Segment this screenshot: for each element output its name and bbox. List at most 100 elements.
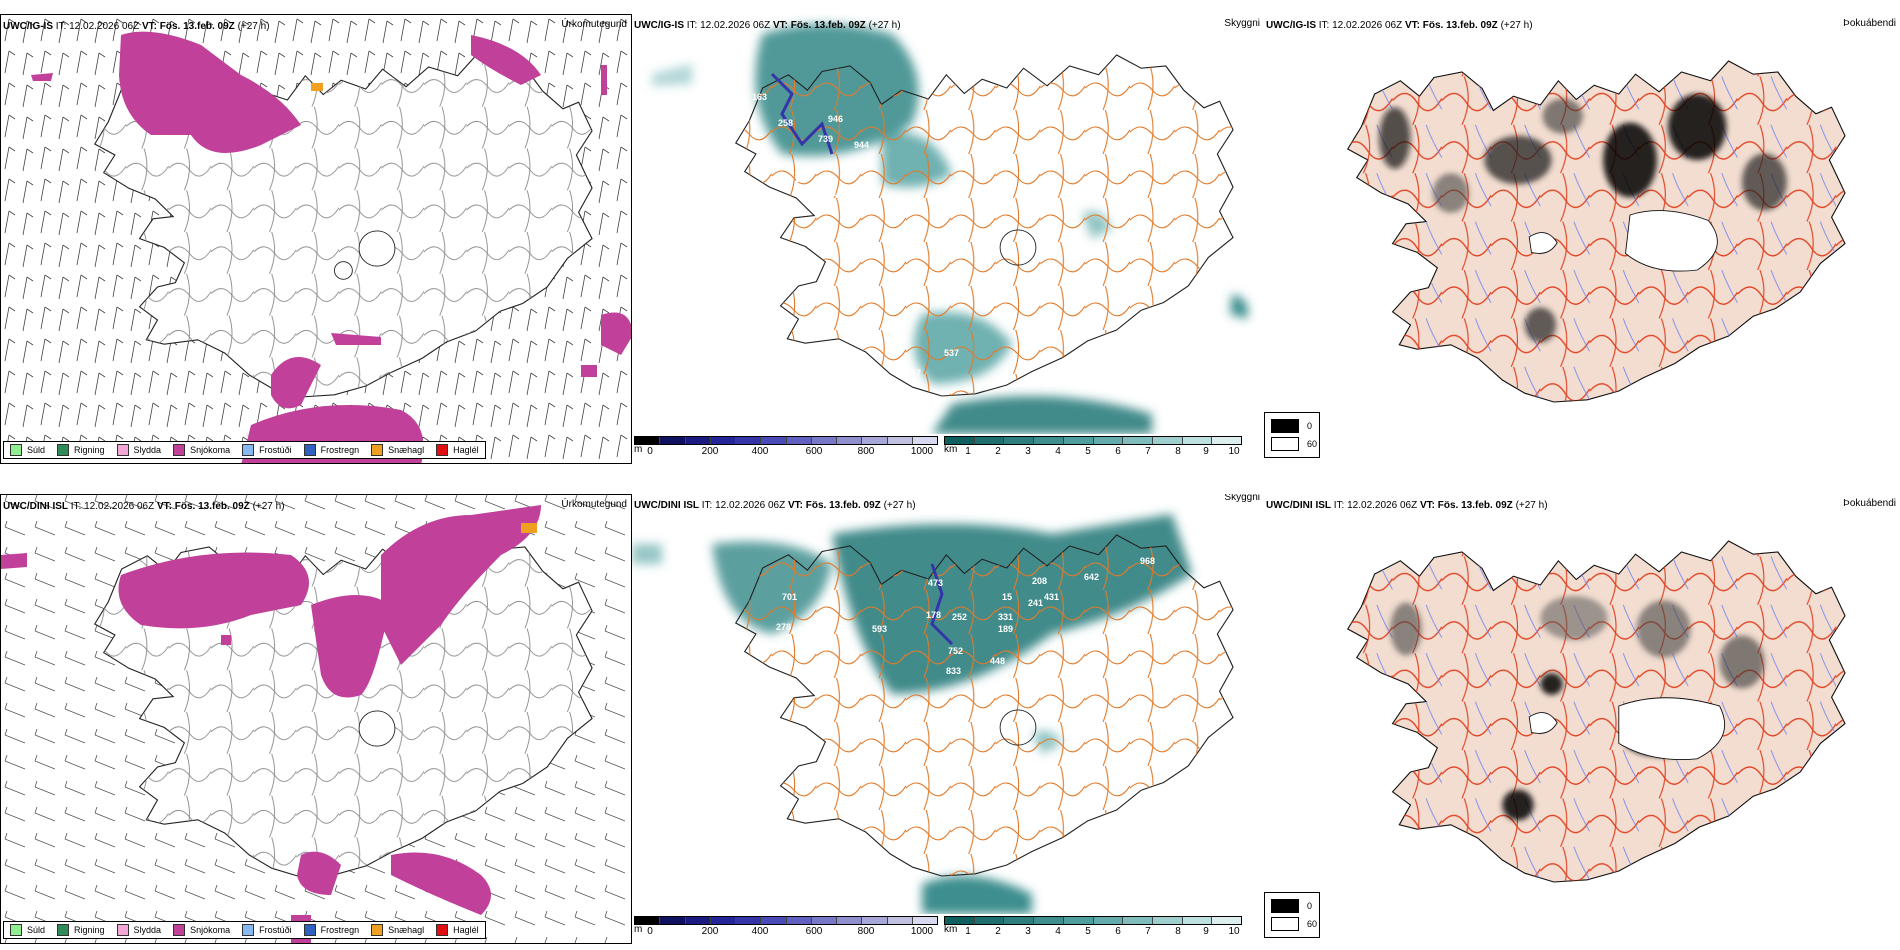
legend-swatch <box>436 444 449 456</box>
legend-swatch <box>371 444 384 456</box>
legend-swatch <box>116 924 129 936</box>
height-tick: 800 <box>857 446 875 457</box>
vis-label: 703 <box>802 640 817 650</box>
fog-legend-swatch <box>1271 437 1299 451</box>
visibility-title-bottom: UWC/DINI ISL IT: 12.02.2026 06Z VT: Fös.… <box>634 500 916 511</box>
precip-panel-name-bottom: Úrkomutegund <box>561 499 627 510</box>
legend-item-slydda: Slydda <box>116 444 161 456</box>
height-scale-bottom: m 0 200 400 600 800 1000 <box>634 916 940 942</box>
visibility-panel-bottom: 701 278 765 703 593 473 178 252 752 833 … <box>632 494 1264 944</box>
legend-swatch <box>57 924 70 936</box>
legend-swatch <box>303 444 316 456</box>
legend-item-frostudi: Frostúði <box>242 444 292 456</box>
vis-tick: 8 <box>1175 446 1181 457</box>
height-unit: m <box>634 444 643 455</box>
height-colorbar <box>634 916 938 925</box>
fog-panel-name-bottom: Þokuábendi <box>1843 498 1896 509</box>
visibility-unit: km <box>944 444 958 455</box>
vis-label: 190 <box>1138 36 1153 46</box>
vis-tick: 5 <box>1085 926 1091 937</box>
vis-label: 765 <box>798 626 813 636</box>
vis-tick: 1 <box>965 446 971 457</box>
vis-label: 593 <box>872 624 887 634</box>
vis-tick: 3 <box>1025 926 1031 937</box>
visibility-scale-bottom: km 1 2 3 4 5 6 7 8 9 10 <box>944 916 1244 942</box>
vis-label: 701 <box>782 592 797 602</box>
fog-legend-swatch <box>1271 419 1299 433</box>
precip-panel-top: UWC/IG-IS IT: 12.02.2026 06Z VT: Fös. 13… <box>0 14 632 464</box>
visibility-labels-bottom: 701 278 765 703 593 473 178 252 752 833 … <box>716 556 1155 676</box>
fog-legend-bottom: 0 60 <box>1264 892 1320 938</box>
legend-item-snaehagl: Snæhagl <box>371 444 424 456</box>
legend-item-frostudi: Frostúði <box>242 924 292 936</box>
vis-label: 178 <box>926 610 941 620</box>
vis-label: 15 <box>1002 592 1012 602</box>
precip-title-bottom: UWC/DINI ISL IT: 12.02.2026 06Z VT: Fös.… <box>3 501 285 512</box>
fog-panel-name-top: Þokuábendi <box>1843 18 1896 29</box>
vis-label: 187 <box>832 188 847 198</box>
legend-swatch <box>242 924 255 936</box>
vis-label: 189 <box>998 624 1013 634</box>
vis-tick: 8 <box>1175 926 1181 937</box>
legend-swatch <box>303 924 316 936</box>
height-tick: 800 <box>857 926 875 937</box>
visibility-panel-name-top: Skyggni <box>1224 18 1260 29</box>
vis-label: 163 <box>752 92 767 102</box>
vis-tick: 5 <box>1085 446 1091 457</box>
height-tick: 400 <box>751 446 769 457</box>
legend-item-frostregn: Frostregn <box>303 924 359 936</box>
legend-item-haglel: Haglél <box>436 924 479 936</box>
visibility-scale-top: km 1 2 3 4 5 6 7 8 9 10 <box>944 436 1244 462</box>
fog-legend-top: 0 60 <box>1264 412 1320 458</box>
visibility-panel-top: 278 163 258 946 739 944 147 187 537 257 … <box>632 14 1264 464</box>
height-tick: 0 <box>647 926 653 937</box>
height-scale-top: m 0 200 400 600 800 1000 <box>634 436 940 462</box>
vis-tick: 6 <box>1115 446 1121 457</box>
visibility-panel-name-bottom: Skyggni <box>1224 494 1260 503</box>
vis-label: 208 <box>1032 576 1047 586</box>
height-tick: 1000 <box>910 926 934 937</box>
vis-tick: 4 <box>1055 926 1061 937</box>
vis-label: 752 <box>948 646 963 656</box>
vis-tick: 2 <box>995 926 1001 937</box>
legend-item-snjokoma: Snjókoma <box>173 444 230 456</box>
legend-item-slydda: Slydda <box>116 924 161 936</box>
vis-tick: 6 <box>1115 926 1121 937</box>
legend-item-frostregn: Frostregn <box>303 444 359 456</box>
vis-label: 739 <box>818 134 833 144</box>
vis-label: 833 <box>946 666 961 676</box>
legend-item-sudd: Súld <box>10 924 45 936</box>
visibility-labels-top: 278 163 258 946 739 944 147 187 537 257 … <box>730 36 1153 378</box>
vis-tick: 7 <box>1145 926 1151 937</box>
fog-legend-swatch <box>1271 917 1299 931</box>
vis-label: 431 <box>1044 592 1059 602</box>
vis-tick: 10 <box>1228 926 1240 937</box>
fog-map-bottom <box>1347 540 1846 883</box>
vis-label: 147 <box>794 174 809 184</box>
vis-label: 258 <box>778 118 793 128</box>
vis-tick: 2 <box>995 446 1001 457</box>
precip-map-bottom <box>1 495 631 943</box>
vis-label: 946 <box>828 114 843 124</box>
vis-tick: 1 <box>965 926 971 937</box>
legend-swatch <box>436 924 449 936</box>
vis-tick: 10 <box>1228 446 1240 457</box>
vis-tick: 3 <box>1025 446 1031 457</box>
fog-panel-bottom: UWC/DINI ISL IT: 12.02.2026 06Z VT: Fös.… <box>1264 494 1900 944</box>
precip-panel-name-top: Úrkomutegund <box>561 19 627 30</box>
height-tick: 600 <box>805 926 823 937</box>
vis-label: 331 <box>998 612 1013 622</box>
fog-map-top <box>1347 60 1846 403</box>
visibility-map-top: 278 163 258 946 739 944 147 187 537 257 … <box>652 24 1248 434</box>
vis-tick: 7 <box>1145 446 1151 457</box>
precip-map-top <box>1 15 631 463</box>
visibility-colorbar <box>944 916 1242 925</box>
legend-swatch <box>116 444 129 456</box>
height-colorbar <box>634 436 938 445</box>
height-tick: 0 <box>647 446 653 457</box>
vis-label: 252 <box>952 612 967 622</box>
vis-label: 968 <box>1140 556 1155 566</box>
height-tick: 400 <box>751 926 769 937</box>
vis-label: 257 <box>906 368 921 378</box>
vis-label: 241 <box>1028 598 1043 608</box>
